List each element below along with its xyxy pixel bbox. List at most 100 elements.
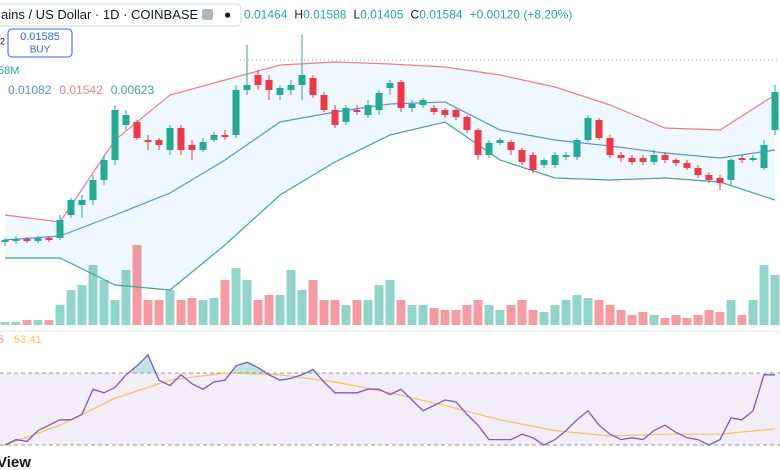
candle-body	[452, 110, 460, 117]
volume-bar	[539, 312, 549, 325]
volume-bar	[187, 298, 197, 325]
volume-bar	[440, 310, 450, 325]
candle-body	[749, 158, 757, 160]
candle-body	[639, 158, 647, 162]
candle-body	[716, 178, 724, 183]
logo-text: View	[0, 454, 31, 470]
candle-body	[177, 128, 185, 150]
quote-label: C	[411, 8, 420, 22]
price-pane	[0, 35, 780, 325]
candle-body	[661, 155, 669, 160]
volume-bar	[418, 305, 428, 325]
candle-body	[628, 158, 636, 162]
candle-body	[265, 80, 273, 90]
volume-bar	[429, 308, 439, 325]
candle-body	[34, 238, 42, 241]
quote-value: 0.01584	[419, 8, 463, 22]
candle-body	[650, 155, 658, 162]
band-basis-line	[4, 101, 776, 241]
candle-body	[386, 83, 394, 88]
candle-body	[78, 200, 86, 205]
volume-bar	[638, 312, 648, 325]
candle-body	[276, 88, 284, 95]
candle-body	[540, 160, 548, 165]
candle-body	[573, 140, 581, 157]
volume-bar	[737, 315, 747, 325]
candle-body	[617, 155, 625, 158]
candle-body	[320, 95, 328, 110]
rsi-pane	[0, 353, 780, 446]
candle-body	[463, 117, 471, 130]
rsi-line	[4, 353, 775, 446]
candle-body	[430, 108, 438, 112]
candle-body	[364, 105, 372, 115]
candle-body	[298, 75, 306, 85]
volume-bar	[660, 318, 670, 325]
candle-body	[12, 239, 20, 241]
bb-values: 0.01082 0.01542 0.00623	[8, 83, 154, 97]
candle-body	[529, 155, 537, 170]
volume-bar	[319, 300, 329, 325]
symbol-title: ains / US Dollar · 1D · COINBASE	[1, 7, 199, 22]
volume-bar	[308, 280, 318, 325]
volume-bar	[341, 305, 351, 325]
candle-body	[683, 163, 691, 168]
bb-value: 0.01542	[59, 83, 103, 97]
band-fill	[5, 62, 775, 290]
candle-body	[100, 160, 108, 180]
volume-bar	[451, 310, 461, 325]
volume-bar	[506, 305, 516, 325]
rsi-ma-line	[4, 372, 776, 446]
candle-body	[243, 85, 251, 90]
symbol-icon[interactable]	[202, 9, 213, 20]
volume-bar	[528, 310, 538, 325]
volume-bar	[11, 322, 21, 325]
quote-label: H	[294, 8, 303, 22]
volume-bar	[44, 320, 54, 325]
candle-body	[518, 150, 526, 162]
volume-bar	[66, 290, 76, 325]
candle-body	[144, 140, 152, 142]
symbol-box[interactable]	[0, 3, 242, 27]
volume-bar	[363, 300, 373, 325]
candle-body	[485, 143, 493, 155]
rsi-header: 5 53.41	[0, 334, 42, 346]
volume-bar	[209, 298, 219, 325]
candle-body	[309, 78, 317, 95]
candle-body	[342, 108, 350, 122]
candle-body	[606, 138, 614, 155]
volume-bar	[143, 300, 153, 325]
bb-value: 0.01082	[8, 83, 52, 97]
bb-value: 0.00623	[111, 83, 155, 97]
rsi-zone	[0, 373, 780, 445]
candle-body	[221, 135, 229, 137]
volume-bar	[561, 300, 571, 325]
candle-body	[375, 93, 383, 110]
candle-body	[67, 200, 75, 215]
candle-body	[441, 110, 449, 115]
band-lower-line	[5, 121, 776, 291]
buy-button[interactable]	[7, 28, 73, 58]
volume-bar	[286, 270, 296, 325]
volume-bar	[396, 300, 406, 325]
candle-body	[188, 145, 196, 150]
volume-bar	[517, 300, 527, 325]
volume-bar	[165, 290, 175, 325]
buy-price: 0.01585	[20, 31, 60, 43]
candle-body	[23, 239, 31, 241]
candle-body	[56, 220, 64, 238]
quote-value: +0.00120 (+8.20%)	[470, 8, 573, 22]
candle-body	[287, 85, 295, 90]
buy-prefix: 2	[0, 36, 5, 46]
candle-body	[672, 160, 680, 163]
volume-bar	[715, 312, 725, 325]
volume-bar	[154, 300, 164, 325]
volume-bar	[583, 298, 593, 325]
candle-body	[45, 238, 53, 240]
volume-bar	[682, 318, 692, 325]
volume-bar	[649, 315, 659, 325]
circle-dot: ●	[224, 8, 231, 22]
volume-bar	[77, 285, 87, 325]
volume-bar	[275, 295, 285, 325]
